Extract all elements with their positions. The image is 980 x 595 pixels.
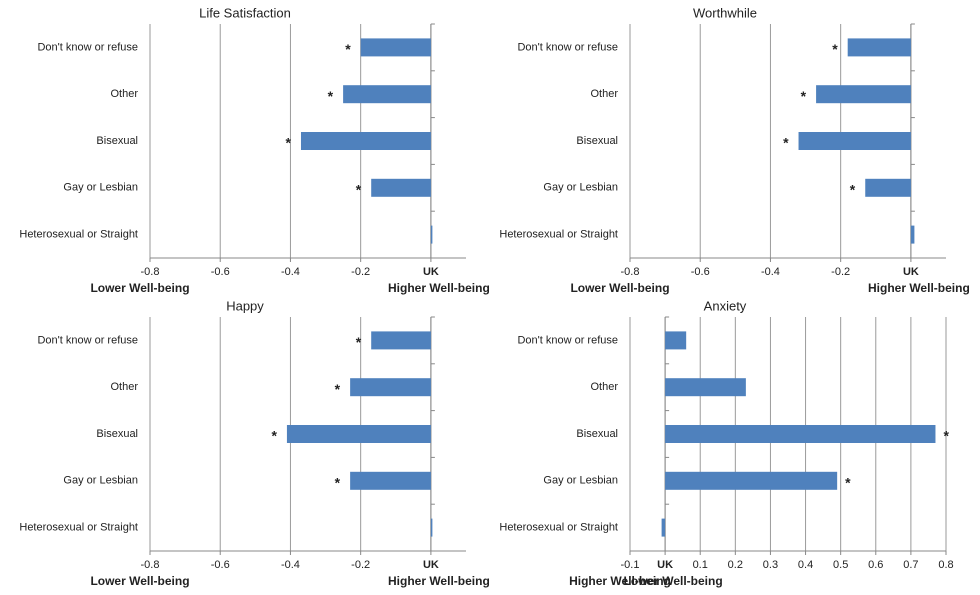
y-tick-label: Heterosexual or Straight (499, 522, 618, 534)
significance-label: * (845, 475, 851, 491)
y-tick-label: Other (590, 381, 618, 393)
bar (910, 225, 915, 244)
bar (350, 378, 431, 397)
x-tick-label: UK (423, 559, 439, 571)
y-tick-label: Don't know or refuse (517, 334, 618, 346)
bar (661, 518, 666, 537)
x-tick-label: 0.5 (833, 559, 848, 571)
significance-label: * (832, 41, 838, 57)
x-tick-label: -0.2 (831, 266, 850, 278)
x-annotation-right: Higher Well-being (388, 281, 490, 295)
x-tick-label: 0.2 (728, 559, 743, 571)
y-tick-label: Gay or Lesbian (63, 182, 138, 194)
x-tick-label: UK (657, 559, 673, 571)
bar (350, 471, 431, 490)
significance-label: * (801, 88, 807, 104)
x-tick-label: -0.2 (351, 559, 370, 571)
x-tick-label: -0.8 (621, 266, 640, 278)
x-tick-label: -0.8 (141, 559, 160, 571)
significance-label: * (335, 475, 341, 491)
x-tick-label: 0.6 (868, 559, 883, 571)
chart-title: Worthwhile (693, 5, 757, 20)
chart-title: Anxiety (704, 298, 747, 313)
bar (360, 38, 431, 57)
bar (816, 85, 911, 104)
y-tick-label: Gay or Lesbian (543, 182, 618, 194)
y-tick-label: Bisexual (96, 428, 138, 440)
significance-label: * (335, 381, 341, 397)
bar (286, 425, 431, 443)
significance-label: * (328, 88, 334, 104)
bar (300, 132, 431, 150)
x-annotation-right: Lower Well-being (624, 574, 723, 588)
bar (343, 85, 431, 104)
x-annotation-right: Higher Well-being (388, 574, 490, 588)
x-annotation-left: Higher Well-being (569, 574, 671, 588)
x-annotation-left: Lower Well-being (90, 281, 189, 295)
significance-label: * (783, 135, 789, 151)
chart-title: Life Satisfaction (199, 5, 291, 20)
x-tick-label: 0.8 (938, 559, 953, 571)
y-tick-label: Don't know or refuse (37, 41, 138, 53)
x-tick-label: 0.7 (903, 559, 918, 571)
y-tick-label: Other (110, 381, 138, 393)
y-tick-label: Don't know or refuse (517, 41, 618, 53)
y-tick-label: Heterosexual or Straight (499, 229, 618, 241)
bar (665, 425, 936, 443)
y-tick-label: Gay or Lesbian (543, 475, 618, 487)
significance-label: * (286, 135, 292, 151)
bar (665, 378, 746, 397)
significance-label: * (943, 428, 949, 444)
y-tick-label: Other (590, 88, 618, 100)
significance-label: * (356, 182, 362, 198)
y-tick-label: Heterosexual or Straight (19, 522, 138, 534)
x-tick-label: -0.1 (621, 559, 640, 571)
x-tick-label: UK (423, 266, 439, 278)
significance-label: * (345, 41, 351, 57)
x-tick-label: -0.4 (281, 559, 300, 571)
bar (847, 38, 911, 57)
x-tick-label: -0.6 (211, 266, 230, 278)
y-tick-label: Heterosexual or Straight (19, 229, 138, 241)
x-tick-label: 0.1 (693, 559, 708, 571)
y-tick-label: Bisexual (96, 135, 138, 147)
y-tick-label: Bisexual (576, 135, 618, 147)
x-tick-label: -0.6 (691, 266, 710, 278)
y-tick-label: Bisexual (576, 428, 618, 440)
x-tick-label: -0.6 (211, 559, 230, 571)
x-tick-label: 0.4 (798, 559, 813, 571)
bar (865, 178, 911, 197)
bar (371, 331, 431, 350)
x-tick-label: -0.2 (351, 266, 370, 278)
x-annotation-right: Higher Well-being (868, 281, 970, 295)
x-tick-label: -0.4 (761, 266, 780, 278)
x-tick-label: 0.3 (763, 559, 778, 571)
significance-label: * (271, 428, 277, 444)
bar (798, 132, 911, 150)
bar (430, 225, 433, 244)
significance-label: * (850, 182, 856, 198)
x-annotation-left: Lower Well-being (570, 281, 669, 295)
significance-label: * (356, 334, 362, 350)
x-tick-label: UK (903, 266, 919, 278)
x-annotation-left: Lower Well-being (90, 574, 189, 588)
y-tick-label: Gay or Lesbian (63, 475, 138, 487)
y-tick-label: Other (110, 88, 138, 100)
x-tick-label: -0.4 (281, 266, 300, 278)
bar (665, 331, 687, 350)
x-tick-label: -0.8 (141, 266, 160, 278)
y-tick-label: Don't know or refuse (37, 334, 138, 346)
bar (430, 518, 433, 537)
bar (371, 178, 431, 197)
bar (665, 471, 838, 490)
chart-title: Happy (226, 298, 264, 313)
